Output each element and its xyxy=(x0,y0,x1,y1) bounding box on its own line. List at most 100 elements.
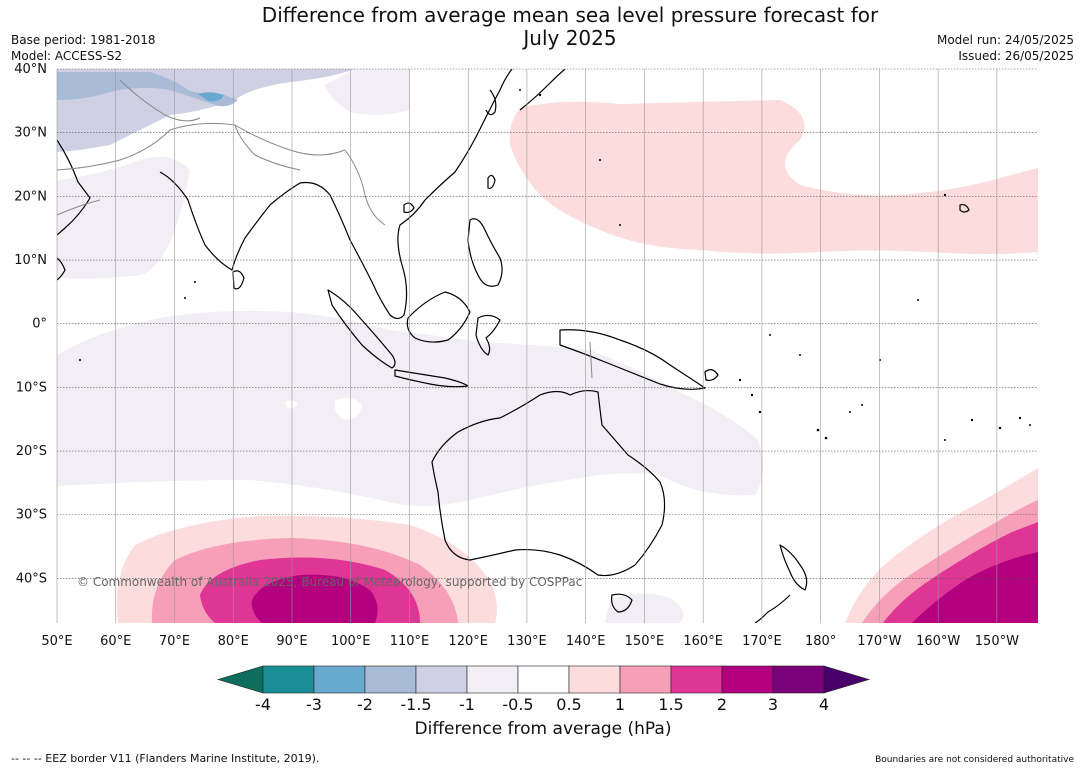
island-dot xyxy=(519,89,521,91)
lon-tick-label: 120°E xyxy=(448,634,488,649)
border-png xyxy=(589,341,593,379)
legend-tick-label: 0.5 xyxy=(556,695,581,714)
anomaly-neg-05-north xyxy=(325,69,410,115)
coast-arabia xyxy=(57,139,91,236)
coast-korea xyxy=(485,89,497,116)
coast-nz-north xyxy=(779,544,808,591)
island-dot xyxy=(194,281,196,283)
coast-india xyxy=(159,171,331,271)
island-dot xyxy=(599,159,601,161)
coast-china xyxy=(424,69,513,201)
island-dot xyxy=(738,378,742,382)
anomaly-neg-05-nw-low xyxy=(57,156,190,279)
border-asia-5 xyxy=(57,199,101,216)
island-dot xyxy=(1018,416,1022,420)
meta-left: Base period: 1981-2018 Model: ACCESS-S2 xyxy=(11,32,156,64)
title-line-1: Difference from average mean sea level p… xyxy=(261,3,879,27)
lat-tick-label: 0° xyxy=(32,317,47,332)
coast-tasmania xyxy=(611,593,633,613)
legend-tick-label: -2 xyxy=(357,695,373,714)
legend-arrow-low xyxy=(216,665,264,694)
coast-hainan xyxy=(403,202,415,214)
lon-tick-label: 60°E xyxy=(100,634,131,649)
legend-color-box xyxy=(619,665,672,694)
island-dot xyxy=(619,224,621,226)
anomaly-pos-2-sw xyxy=(251,574,378,623)
legend-color-box xyxy=(415,665,468,694)
anomaly-pos-2-se xyxy=(912,552,1038,623)
anomaly-hole-1 xyxy=(334,397,362,420)
lon-tick-label: 150°E xyxy=(625,634,665,649)
coast-philippines xyxy=(467,218,503,287)
pacific-islands xyxy=(79,89,1031,441)
island-dot xyxy=(917,299,919,301)
anomaly-pos-05-ne-pacific xyxy=(509,100,1038,254)
coast-japan xyxy=(519,69,566,111)
coast-nz-south xyxy=(754,594,791,623)
copyright-notice: © Commonwealth of Australia 2025, Bureau… xyxy=(77,575,582,589)
lon-tick-label: 140°E xyxy=(566,634,606,649)
lon-tick-label: 160°E xyxy=(683,634,723,649)
border-asia-3 xyxy=(344,149,386,226)
legend-tick-label: 1 xyxy=(615,695,625,714)
coast-indochina xyxy=(329,194,426,320)
anomaly-neg-1.5-nw xyxy=(57,72,238,107)
lat-tick-label: 10°S xyxy=(16,380,47,395)
boundaries-disclaimer: Boundaries are not considered authoritat… xyxy=(875,755,1074,765)
legend-color-box xyxy=(262,665,315,694)
anomaly-hole-2 xyxy=(285,400,298,409)
island-dot xyxy=(1029,424,1031,426)
lon-tick-label: 130°E xyxy=(507,634,547,649)
meta-right: Model run: 24/05/2025 Issued: 26/05/2025 xyxy=(937,32,1074,64)
anomaly-shading xyxy=(57,69,1038,623)
island-dot xyxy=(943,193,947,197)
island-dot xyxy=(998,426,1002,430)
legend-tick-label: 1.5 xyxy=(658,695,683,714)
lat-tick-label: 40°S xyxy=(16,571,47,586)
border-asia-4 xyxy=(119,79,201,122)
legend-arrow-high xyxy=(823,665,871,694)
island-dot xyxy=(538,93,542,97)
lon-tick-label: 150°W xyxy=(975,634,1019,649)
lat-tick-label: 20°S xyxy=(16,444,47,459)
legend-color-box xyxy=(721,665,774,694)
legend-tick-label: -1 xyxy=(459,695,475,714)
model-run: Model run: 24/05/2025 xyxy=(936,33,1074,47)
lon-tick-label: 90°E xyxy=(276,634,307,649)
legend-color-box xyxy=(517,665,570,694)
coast-new-guinea xyxy=(559,329,706,390)
map-tick-labels: 40°N 30°N 20°N 10°N 0° 10°S 20°S 30°S 40°S 50°E 60… xyxy=(14,62,1019,649)
lat-tick-label: 30°N xyxy=(14,126,47,141)
legend-tick-label: -1.5 xyxy=(400,695,431,714)
island-dot xyxy=(184,297,186,299)
legend-color-box xyxy=(772,665,825,694)
lon-tick-label: 160°W xyxy=(916,634,960,649)
legend-tick-label: 2 xyxy=(717,695,727,714)
legend-color-box xyxy=(313,665,366,694)
island-dot xyxy=(758,410,762,414)
lon-tick-label: 50°E xyxy=(41,634,72,649)
coast-sri-lanka xyxy=(232,270,245,290)
legend-color-box xyxy=(466,665,519,694)
lat-tick-label: 20°N xyxy=(14,189,47,204)
lon-tick-label: 180° xyxy=(805,634,836,649)
coast-sumatra xyxy=(327,289,396,369)
border-asia-1 xyxy=(57,122,346,171)
anomaly-neg-2-nw xyxy=(198,92,224,102)
model-name: Model: ACCESS-S2 xyxy=(11,49,123,63)
legend-colorbar xyxy=(216,665,871,694)
lon-tick-label: 80°E xyxy=(218,634,249,649)
island-dot xyxy=(824,436,828,440)
issued-date: Issued: 26/05/2025 xyxy=(958,49,1074,63)
page-title: Difference from average mean sea level p… xyxy=(200,4,940,50)
legend-tick-label: 3 xyxy=(768,695,778,714)
legend-tick-label: -0.5 xyxy=(502,695,533,714)
title-line-2: July 2025 xyxy=(523,26,617,50)
coastlines xyxy=(57,69,970,623)
coast-sulawesi xyxy=(475,314,501,356)
anomaly-neg-05-indian-ocean xyxy=(57,310,764,506)
island-dot xyxy=(79,359,81,361)
island-dot xyxy=(944,439,946,441)
island-dot xyxy=(849,411,851,413)
lat-tick-label: 10°N xyxy=(14,253,47,268)
